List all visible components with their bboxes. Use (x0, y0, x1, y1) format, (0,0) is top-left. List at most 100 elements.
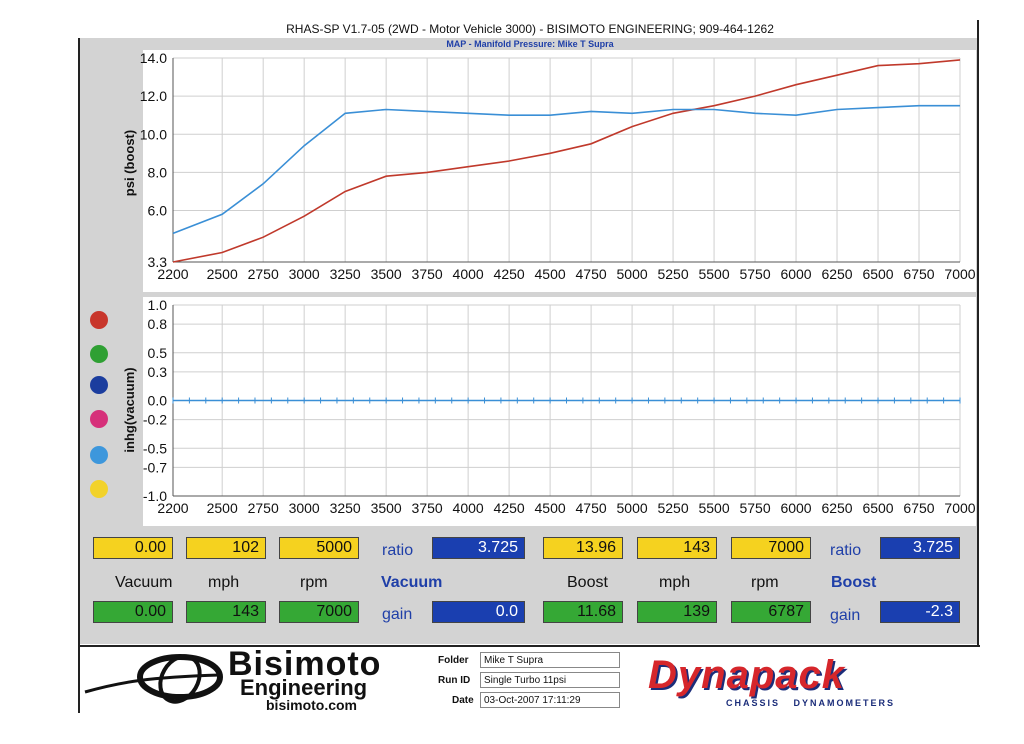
channel-color-dot[interactable] (90, 311, 108, 329)
boost-x-tick-label: 5250 (657, 266, 688, 282)
left-ratio-label: ratio (382, 542, 414, 559)
bisimoto-logo-swoosh (84, 654, 223, 704)
boost-series-line-0 (172, 59, 961, 263)
channel-color-dot[interactable] (90, 345, 108, 363)
vacuum-peak-rpm-box: 7000 (279, 601, 359, 623)
vacuum-x-tick-label: 3000 (289, 500, 320, 516)
vacuum-x-tick-label: 6750 (903, 500, 934, 516)
boost-y-tick-label: 14.0 (140, 50, 167, 66)
date-value: 03-Oct-2007 17:11:29 (480, 692, 620, 708)
boost-label: Boost (567, 574, 608, 591)
boost-x-tick-label: 4000 (453, 266, 484, 282)
boost-x-tick-label: 5000 (617, 266, 648, 282)
channel-color-dot[interactable] (90, 480, 108, 498)
boost-y-tick-label: 8.0 (148, 164, 168, 180)
vacuum-value-box: 0.00 (93, 537, 173, 559)
vacuum-x-tick-label: 7000 (944, 500, 975, 516)
boost-x-tick-label: 2500 (207, 266, 238, 282)
boost-x-tick-label: 3000 (289, 266, 320, 282)
channel-color-dot[interactable] (90, 376, 108, 394)
right-mph-label: mph (659, 574, 691, 591)
vacuum-y-tick-label: -0.7 (143, 459, 167, 475)
vacuum-x-tick-label: 2200 (157, 500, 188, 516)
page-title: RHAS-SP V1.7-05 (2WD - Motor Vehicle 300… (286, 22, 774, 36)
vacuum-rpm-box: 5000 (279, 537, 359, 559)
boost-x-tick-label: 2200 (157, 266, 188, 282)
left-gain-label: gain (382, 606, 413, 623)
channel-color-dot[interactable] (90, 446, 108, 464)
boost-chart-ticks: 2200 2500 2750 3000 3250 3500 3750 4000 4250 4500… (140, 50, 976, 282)
boost-x-tick-label: 3250 (330, 266, 361, 282)
vacuum-x-tick-label: 3250 (330, 500, 361, 516)
dynapack-tagline: CHASSIS DYNAMOMETERS (726, 698, 896, 708)
boost-x-tick-label: 6000 (780, 266, 811, 282)
vacuum-x-tick-label: 6000 (780, 500, 811, 516)
boost-peak-mph-box: 139 (637, 601, 717, 623)
boost-rpm-box: 7000 (731, 537, 811, 559)
page-subtitle: MAP - Manifold Pressure: Mike T Supra (446, 39, 614, 49)
vacuum-x-tick-label: 3500 (371, 500, 402, 516)
boost-x-tick-label: 6250 (821, 266, 852, 282)
vacuum-y-tick-label: 0.5 (148, 345, 168, 361)
vacuum-title: Vacuum (381, 574, 443, 591)
boost-series-line-1 (172, 104, 960, 235)
vacuum-y-tick-label: 1.0 (148, 297, 168, 313)
boost-peak-rpm-box: 6787 (731, 601, 811, 623)
folder-value: Mike T Supra (480, 652, 620, 668)
boost-chart-series (172, 59, 961, 263)
vacuum-chart-ticks: 2200 2500 2750 3000 3250 3500 3750 4000 4250 4500… (143, 297, 976, 516)
right-gain-label: gain (830, 607, 861, 624)
boost-chart-ylabel: psi (boost) (122, 130, 137, 196)
boost-x-tick-label: 7000 (944, 266, 975, 282)
boost-chart-panel (143, 50, 976, 292)
right-rpm-label: rpm (751, 574, 779, 591)
vacuum-peak-mph-box: 143 (186, 601, 266, 623)
vacuum-x-tick-label: 3750 (412, 500, 443, 516)
vacuum-x-tick-label: 5250 (657, 500, 688, 516)
runid-label: Run ID (438, 675, 471, 686)
left-ratio-box: 3.725 (432, 537, 525, 559)
vacuum-x-tick-label: 6250 (821, 500, 852, 516)
bisimoto-logo-text: Bisimoto (228, 645, 382, 683)
vacuum-peak-box: 0.00 (93, 601, 173, 623)
channel-color-dot[interactable] (90, 410, 108, 428)
vacuum-x-tick-label: 4750 (576, 500, 607, 516)
boost-x-tick-label: 6500 (862, 266, 893, 282)
boost-x-tick-label: 4750 (576, 266, 607, 282)
vacuum-x-tick-label: 2500 (207, 500, 238, 516)
left-rpm-label: rpm (300, 574, 328, 591)
footer: Bisimoto Engineering bisimoto.com Folder… (80, 645, 980, 714)
boost-x-tick-label: 3750 (412, 266, 443, 282)
boost-y-tick-label: 6.0 (148, 203, 168, 219)
bisimoto-logo-sub: Engineering (240, 675, 368, 700)
boost-y-tick-label: 12.0 (140, 88, 167, 104)
right-gain-box: -2.3 (880, 601, 960, 623)
vacuum-x-tick-label: 4500 (535, 500, 566, 516)
boost-x-tick-label: 4250 (494, 266, 525, 282)
vacuum-x-tick-label: 5000 (617, 500, 648, 516)
left-gain-box: 0.0 (432, 601, 525, 623)
vacuum-y-tick-label: -0.5 (143, 440, 167, 456)
boost-x-tick-label: 6750 (903, 266, 934, 282)
date-label: Date (452, 695, 474, 706)
boost-mph-box: 143 (637, 537, 717, 559)
vacuum-x-tick-label: 4000 (453, 500, 484, 516)
right-ratio-box: 3.725 (880, 537, 960, 559)
left-mph-label: mph (208, 574, 240, 591)
right-ratio-label: ratio (830, 542, 862, 559)
runid-value: Single Turbo 11psi (480, 672, 620, 688)
vacuum-chart-panel (143, 297, 976, 526)
boost-title: Boost (831, 574, 877, 591)
dynapack-logo: Dynapack (648, 653, 845, 697)
vacuum-x-tick-label: 5500 (698, 500, 729, 516)
vacuum-mph-box: 102 (186, 537, 266, 559)
folder-label: Folder (438, 655, 469, 666)
boost-y-tick-label: 10.0 (140, 126, 167, 142)
vacuum-x-tick-label: 2750 (248, 500, 279, 516)
vacuum-y-tick-label: 0.8 (148, 316, 168, 332)
boost-value-box: 13.96 (543, 537, 623, 559)
vacuum-y-tick-label: 0.0 (148, 393, 168, 409)
vacuum-label: Vacuum (115, 574, 173, 591)
right-border (977, 20, 979, 713)
